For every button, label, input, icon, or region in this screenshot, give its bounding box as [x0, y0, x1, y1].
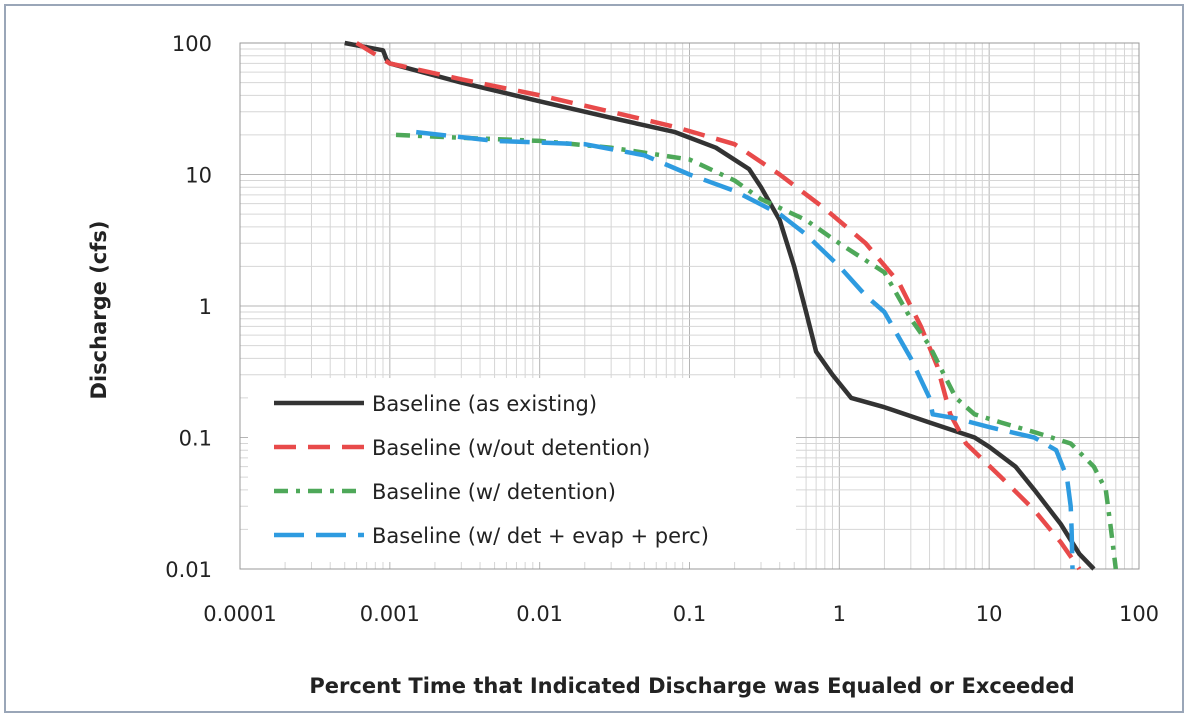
series-line-2 [355, 41, 1082, 571]
legend-box [248, 378, 796, 562]
legend-label-3: Baseline (w/ detention) [372, 480, 616, 504]
y-tick-labels: 100 10 1 0.1 0.01 [165, 32, 212, 582]
plot-area-border [239, 42, 1140, 570]
series-line-4 [415, 129, 1075, 570]
y-tick-label: 0.01 [165, 558, 212, 582]
x-tick-labels: 0.0001 0.001 0.01 0.1 1 10 100 [203, 602, 1159, 626]
x-tick-label: 100 [1119, 602, 1159, 626]
series-line-1 [344, 40, 1096, 571]
discharge-duration-chart: 0.0001 0.001 0.01 0.1 1 10 100 100 10 1 0.1 0.01 B… [87, 32, 1159, 698]
x-tick-label: 10 [976, 602, 1003, 626]
y-tick-label: 100 [172, 32, 212, 56]
chart-frame: 0.0001 0.001 0.01 0.1 1 10 100 100 10 1 0.1 0.01 B… [4, 4, 1184, 713]
x-axis-title: Percent Time that Indicated Discharge wa… [309, 674, 1074, 698]
x-tick-label: 1 [833, 602, 846, 626]
y-tick-label: 0.1 [179, 427, 212, 451]
legend-label-4: Baseline (w/ det + evap + perc) [372, 524, 709, 548]
x-tick-label: 0.1 [673, 602, 706, 626]
y-tick-label: 1 [199, 295, 212, 319]
y-tick-label: 10 [185, 164, 212, 188]
x-tick-label: 0.01 [516, 602, 563, 626]
legend: Baseline (as existing) Baseline (w/out de… [248, 378, 796, 562]
legend-label-2: Baseline (w/out detention) [372, 436, 650, 460]
legend-label-1: Baseline (as existing) [372, 392, 597, 416]
series-line-3 [395, 132, 1119, 570]
x-tick-label: 0.0001 [203, 602, 276, 626]
x-tick-label: 0.001 [360, 602, 420, 626]
y-axis-title: Discharge (cfs) [87, 221, 111, 400]
series-lines [344, 40, 1119, 571]
